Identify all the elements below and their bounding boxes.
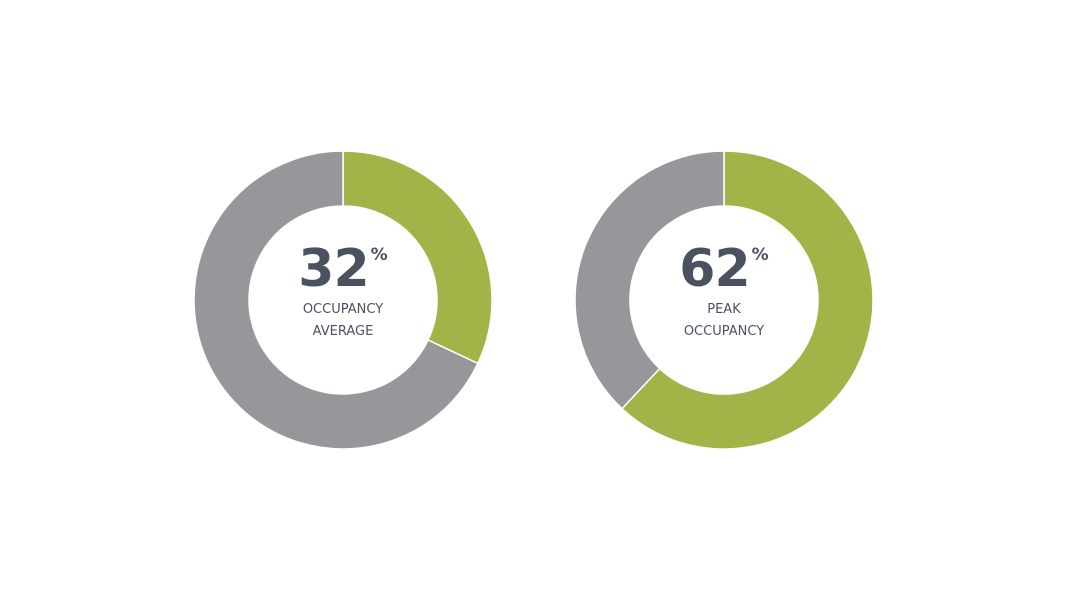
peak-occupancy-unit: %: [751, 245, 769, 265]
occupancy-average-value: 32: [298, 239, 369, 299]
peak-occupancy-remainder-slice: [574, 150, 725, 410]
occupancy-average-donut-svg: [193, 150, 493, 450]
occupancy-average-unit: %: [370, 245, 388, 265]
peak-occupancy-label-line-2: OCCUPANCY: [683, 324, 765, 339]
occupancy-average-filled-slice: [342, 150, 493, 365]
occupancy-average-label-line-2: AVERAGE: [312, 324, 374, 339]
peak-occupancy-donut: 62 % PEAK OCCUPANCY: [574, 150, 874, 450]
occupancy-average-label-line-1: OCCUPANCY: [302, 302, 384, 317]
occupancy-average-center: 32 % OCCUPANCY AVERAGE: [193, 150, 493, 450]
occupancy-average-label: OCCUPANCY AVERAGE: [303, 299, 383, 343]
peak-occupancy-value: 62: [679, 239, 750, 299]
occupancy-average-donut: 32 % OCCUPANCY AVERAGE: [193, 150, 493, 450]
peak-occupancy-label-line-1: PEAK: [707, 302, 741, 317]
peak-occupancy-center: 62 % PEAK OCCUPANCY: [574, 150, 874, 450]
peak-occupancy-filled-slice: [620, 150, 874, 450]
peak-occupancy-label: PEAK OCCUPANCY: [684, 299, 764, 343]
peak-occupancy-donut-svg: [574, 150, 874, 450]
occupancy-average-remainder-slice: [193, 150, 479, 450]
